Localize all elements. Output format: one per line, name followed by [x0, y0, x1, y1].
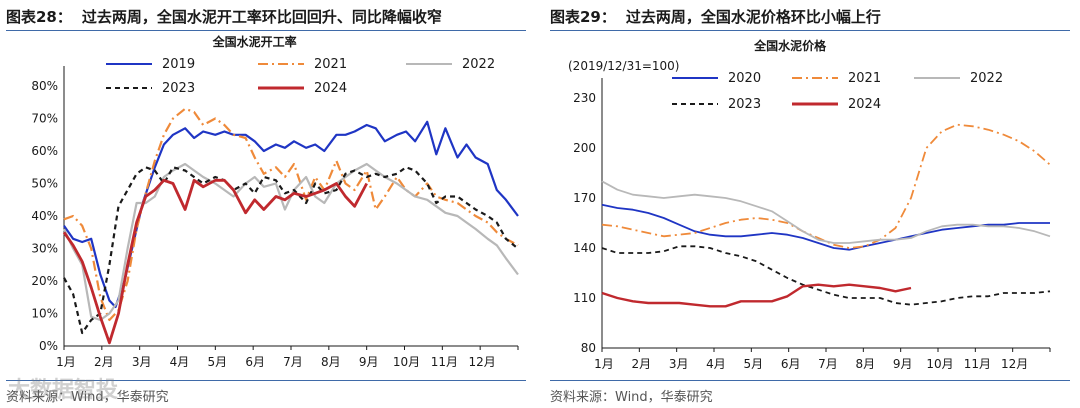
y-tick-label: 10%: [31, 307, 58, 321]
figure-label: 图表28：: [6, 8, 72, 26]
y-tick-label: 80: [581, 341, 596, 355]
x-tick-label: 11月: [431, 355, 458, 369]
y-tick-label: 200: [573, 141, 596, 155]
y-tick-label: 0%: [39, 339, 58, 353]
legend-label-2019: 2019: [162, 57, 195, 72]
x-tick-label: 7月: [283, 355, 303, 369]
x-tick-label: 9月: [893, 357, 913, 371]
legend-label-2021: 2021: [314, 57, 347, 72]
legend-label-2022: 2022: [462, 57, 495, 72]
x-tick-label: 5月: [744, 357, 764, 371]
series-line-2022: [601, 180, 1051, 244]
figure-title-text: 过去两周，全国水泥价格环比小幅上行: [625, 8, 881, 26]
watermark-text: 大数据智投: [8, 378, 119, 403]
series-line-2022: [63, 162, 519, 322]
chart-title: 全国水泥开工率: [212, 34, 297, 49]
x-tick-label: 2月: [94, 355, 114, 369]
y-tick-label: 170: [573, 191, 596, 205]
x-tick-label: 3月: [132, 355, 152, 369]
x-tick-label: 8月: [856, 357, 876, 371]
figure-title: 图表29： 过去两周，全国水泥价格环比小幅上行: [550, 6, 891, 27]
y-tick-label: 80%: [31, 79, 58, 93]
series-line-2021: [601, 123, 1051, 249]
source-note: 资料来源：Wind，华泰研究: [550, 390, 713, 405]
series-line-2024: [601, 283, 912, 308]
series-line-2024: [62, 178, 368, 345]
x-tick-label: 12月: [1001, 357, 1028, 371]
source-note: 资料来源：Wind，华泰研究: [6, 390, 169, 405]
series-line-2023: [63, 166, 519, 335]
y-tick-label: 30%: [31, 242, 58, 256]
series-line-2021: [63, 107, 519, 322]
chart-panel-cement-price: 图表29： 过去两周，全国水泥价格环比小幅上行 全国水泥价格 (2019/12/31…: [550, 0, 1070, 408]
x-tick-label: 8月: [321, 355, 341, 369]
x-tick-label: 5月: [208, 355, 228, 369]
y-tick-label: 60%: [31, 144, 58, 158]
x-tick-label: 6月: [245, 355, 265, 369]
y-tick-label: 140: [573, 241, 596, 255]
x-tick-label: 3月: [669, 357, 689, 371]
chart-panel-cement-utilization: 图表28： 过去两周，全国水泥开工率环比回回升、同比降幅收窄 全国水泥开工率 0% 1…: [6, 0, 526, 408]
x-tick-label: 4月: [170, 355, 190, 369]
source-rule: [550, 380, 1070, 381]
source-rule: [6, 380, 526, 381]
legend-label-2024: 2024: [314, 81, 347, 96]
x-tick-label: 9月: [359, 355, 379, 369]
x-tick-label: 1月: [56, 355, 76, 369]
figure-label: 图表29：: [550, 8, 616, 26]
figure-title-text: 过去两周，全国水泥开工率环比回回升、同比降幅收窄: [81, 8, 442, 26]
y-tick-label: 40%: [31, 209, 58, 223]
y-tick-label: 70%: [31, 112, 58, 126]
x-tick-label: 10月: [393, 355, 420, 369]
y-axis-label: (2019/12/31=100): [568, 59, 680, 73]
chart-cement-price: 全国水泥价格 (2019/12/31=100) 80 110 140 170 200 230 1…: [568, 38, 1051, 371]
x-tick-label: 10月: [926, 357, 953, 371]
legend-label-2021: 2021: [848, 71, 881, 86]
x-tick-label: 11月: [964, 357, 991, 371]
legend-label-2024: 2024: [848, 97, 881, 112]
legend-label-2020: 2020: [728, 71, 761, 86]
y-tick-label: 20%: [31, 274, 58, 288]
legend-label-2022: 2022: [970, 71, 1003, 86]
chart-title: 全国水泥价格: [753, 38, 827, 53]
figure-title: 图表28： 过去两周，全国水泥开工率环比回回升、同比降幅收窄: [6, 6, 452, 27]
y-tick-label: 110: [573, 291, 596, 305]
legend-label-2023: 2023: [728, 97, 761, 112]
x-tick-label: 2月: [632, 357, 652, 371]
y-tick-label: 50%: [31, 177, 58, 191]
x-tick-label: 7月: [818, 357, 838, 371]
legend-label-2023: 2023: [162, 81, 195, 96]
x-tick-label: 12月: [469, 355, 496, 369]
x-tick-label: 6月: [781, 357, 801, 371]
x-tick-label: 1月: [594, 357, 614, 371]
series-line-2020: [601, 203, 1050, 251]
y-tick-label: 230: [573, 91, 596, 105]
title-rule: [550, 30, 1070, 31]
title-rule: [6, 30, 526, 31]
series-line-2023: [601, 245, 1051, 306]
chart-cement-utilization: 全国水泥开工率 0% 10% 20% 30% 40% 50% 60% 70% 80% 1月 2月 3月 4…: [31, 34, 519, 369]
x-tick-label: 4月: [706, 357, 726, 371]
